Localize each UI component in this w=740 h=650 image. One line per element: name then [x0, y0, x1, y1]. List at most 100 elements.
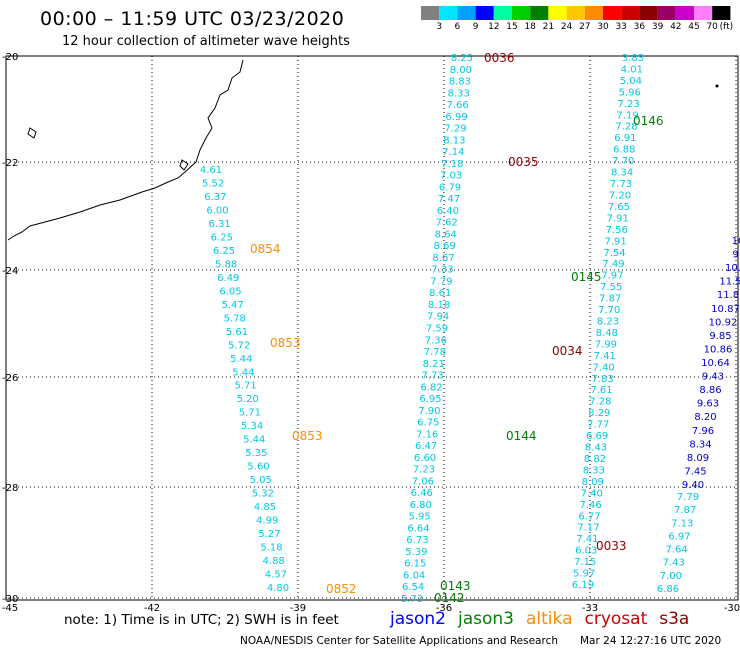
track-value-0854: 5.71 — [234, 381, 256, 392]
track-value-0036: 8.25 — [451, 53, 473, 64]
time-label-0144: 0144 — [506, 429, 537, 443]
track-value-0033: 7.40 — [581, 488, 603, 499]
track-value-east: 9.63 — [697, 399, 719, 410]
track-value-0146: 7.13 — [671, 518, 693, 529]
legend-entry-s3a: s3a — [659, 609, 690, 629]
track-value-0033: 7.91 — [607, 213, 629, 224]
track-value-east: 8.09 — [687, 453, 709, 464]
track-value-0036: 6.82 — [420, 382, 442, 393]
time-label-0033: 0033 — [596, 539, 627, 553]
track-value-0033: 6.91 — [614, 133, 636, 144]
color-swatch — [457, 6, 476, 20]
track-value-0854: 5.18 — [260, 543, 282, 554]
time-label-0854: 0854 — [250, 242, 281, 256]
track-value-0036: 6.54 — [402, 582, 424, 593]
track-value-0036: 7.33 — [431, 265, 453, 276]
color-scale-labels: 3 6 9 12 15 18 21 24 27 30 33 36 39 42 45 70 (ft) — [421, 22, 740, 34]
footer-date: Mar 24 12:27:16 UTC 2020 — [580, 635, 722, 647]
track-value-east: 7.96 — [692, 426, 714, 437]
track-value-east: 10. — [725, 263, 740, 274]
track-value-0854: 4.88 — [263, 556, 285, 567]
track-value-0854: 5.72 — [228, 340, 250, 351]
track-value-0854: 5.71 — [239, 408, 261, 419]
track-value-0033: 7.70 — [612, 156, 634, 167]
color-swatch — [639, 6, 658, 20]
color-scale-bar — [421, 6, 731, 20]
track-value-0854: 5.32 — [252, 489, 274, 500]
track-value-0854: 5.27 — [258, 529, 280, 540]
track-value-0036: 6.15 — [404, 559, 426, 570]
track-value-0854: 5.44 — [230, 354, 252, 365]
track-value-0036: 8.00 — [450, 65, 472, 76]
lat-tick-label: -28 — [2, 483, 18, 494]
color-scale-label: 24 — [560, 22, 573, 32]
track-value-0036: 8.83 — [449, 77, 471, 88]
track-value-0854: 5.60 — [247, 462, 269, 473]
track-value-east: 9.40 — [682, 480, 704, 491]
lon-tick-label: -45 — [2, 603, 18, 614]
track-value-0854: 4.99 — [256, 516, 278, 527]
track-value-0033: 8.48 — [596, 328, 618, 339]
track-value-0033: 7.97 — [601, 271, 623, 282]
color-swatch — [475, 6, 494, 20]
color-scale-label: 36 — [633, 22, 646, 32]
track-value-0854: 5.47 — [221, 300, 243, 311]
color-swatch — [548, 6, 567, 20]
track-value-0036: 6.04 — [403, 570, 425, 581]
color-swatch — [675, 6, 694, 20]
track-value-0033: 8.82 — [584, 454, 606, 465]
track-value-0854: 5.05 — [250, 475, 272, 486]
track-value-0033: 7.15 — [574, 557, 596, 568]
track-value-0854: 5.88 — [215, 259, 237, 270]
coastline — [7, 59, 244, 241]
track-value-0146: 7.64 — [665, 545, 687, 556]
time-label-0142: 0142 — [434, 591, 465, 605]
track-value-0854: 4.85 — [254, 502, 276, 513]
color-scale-label: 30 — [597, 22, 609, 32]
time-label-0852: 0852 — [326, 582, 357, 596]
track-value-0036: 5.39 — [405, 547, 427, 558]
track-value-0033: 7.20 — [609, 190, 631, 201]
track-value-0033: 7.41 — [594, 351, 616, 362]
track-value-0036: 7.62 — [436, 218, 458, 229]
track-value-0036: 8.64 — [435, 229, 457, 240]
color-scale-label: 12 — [488, 22, 500, 32]
track-value-0854: 5.20 — [237, 394, 259, 405]
track-value-0036: 6.73 — [406, 535, 428, 546]
track-value-0036: 7.66 — [447, 100, 469, 111]
track-value-0033: 8.23 — [597, 317, 619, 328]
track-value-0033: 7.41 — [576, 534, 598, 545]
color-scale-label: 15 — [506, 22, 518, 32]
track-value-0033: 7.49 — [602, 259, 624, 270]
track-value-0854: 6.25 — [213, 246, 235, 257]
color-swatch — [712, 6, 731, 20]
color-scale-label: 42 — [670, 22, 682, 32]
track-value-0146: 6.97 — [668, 531, 690, 542]
color-swatch — [530, 6, 549, 20]
time-label-0034: 0034 — [552, 344, 583, 358]
track-value-0033: 7.23 — [618, 99, 640, 110]
legend-entry-altika: altika — [526, 609, 573, 629]
track-value-0033: 4.01 — [621, 64, 643, 75]
track-value-0854: 5.44 — [243, 435, 265, 446]
track-value-0036: 7.79 — [430, 276, 452, 287]
time-label-0146: 0146 — [633, 114, 664, 128]
track-value-east: 8.34 — [689, 439, 711, 450]
island-outline — [179, 159, 189, 171]
time-label-0853a: 0853 — [270, 336, 301, 350]
time-label-0035: 0035 — [508, 155, 539, 169]
track-value-0033: 7.28 — [589, 397, 611, 408]
track-value-0146: 7.00 — [660, 571, 682, 582]
track-value-0033: 7.65 — [608, 202, 630, 213]
track-value-east: 11.5 — [719, 277, 740, 288]
track-value-0033: 6.88 — [613, 145, 635, 156]
track-value-0036: 7.47 — [438, 194, 460, 205]
track-value-east: 9 — [732, 250, 738, 261]
lon-tick-label: -33 — [582, 603, 598, 614]
track-value-east: 10.86 — [704, 344, 733, 355]
lat-tick-label: -24 — [2, 266, 18, 277]
track-value-0036: 6.47 — [415, 441, 437, 452]
color-scale-label: 27 — [579, 22, 591, 32]
track-value-0033: 7.56 — [606, 225, 628, 236]
track-value-0033: 7.54 — [603, 248, 625, 259]
